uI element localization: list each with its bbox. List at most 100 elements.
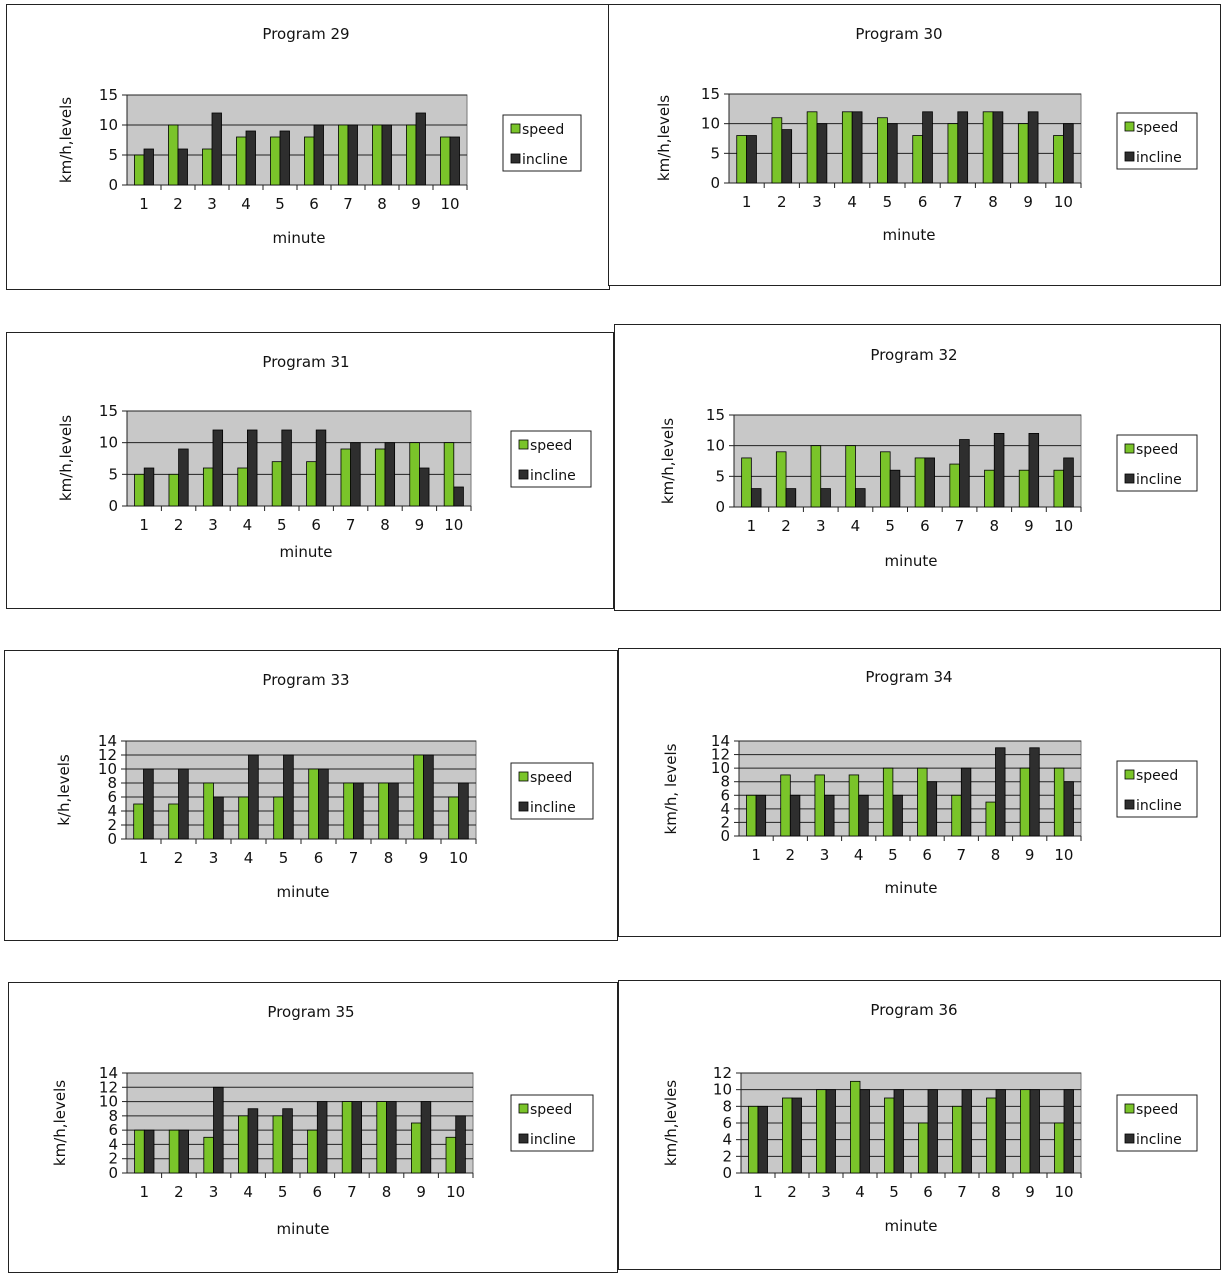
- legend-label-incline: incline: [1136, 1132, 1182, 1148]
- x-tick-label: 2: [777, 193, 787, 211]
- bar-incline: [212, 429, 224, 507]
- bar-incline: [247, 1108, 259, 1174]
- x-tick-label: 7: [343, 195, 353, 213]
- x-axis-label: minute: [885, 552, 938, 570]
- bar-speed: [947, 123, 959, 184]
- bar-speed: [134, 154, 145, 186]
- bar-speed: [985, 801, 996, 837]
- bar-incline: [388, 782, 399, 840]
- bar-speed: [736, 135, 748, 184]
- bar-speed: [378, 782, 389, 840]
- x-tick-label: 3: [812, 193, 822, 211]
- bar-incline: [415, 112, 426, 186]
- y-tick-label: 4: [107, 802, 117, 820]
- bar-speed: [168, 1129, 180, 1174]
- bar-speed: [848, 774, 860, 837]
- bar-speed: [1020, 1089, 1031, 1174]
- x-tick-label: 6: [923, 1183, 933, 1201]
- x-tick-label: 2: [781, 517, 791, 535]
- bar-speed: [1019, 767, 1031, 837]
- bar-incline: [993, 432, 1005, 508]
- y-tick-label: 6: [722, 1114, 732, 1132]
- bar-speed: [273, 796, 284, 840]
- chart-panel: 0 5 10 15 1 2 3 4 5 6 7 8 9 10 Program 30 minute km/h,le…: [608, 4, 1221, 286]
- bar-speed: [168, 124, 179, 186]
- x-tick-label: 9: [415, 516, 425, 534]
- x-tick-label: 3: [816, 517, 826, 535]
- bar-speed: [445, 1136, 457, 1174]
- bar-incline: [750, 488, 762, 508]
- bar-speed: [884, 1097, 895, 1174]
- bar-speed: [372, 124, 383, 186]
- x-tick-label: 5: [888, 846, 898, 864]
- x-tick-label: 9: [1023, 193, 1033, 211]
- bar-incline: [143, 148, 154, 186]
- bar-speed: [782, 1097, 793, 1174]
- bar-incline: [1028, 432, 1040, 508]
- chart-title: Program 31: [262, 353, 349, 371]
- bar-speed: [168, 803, 179, 840]
- bar-speed: [270, 136, 281, 186]
- y-tick-label: 6: [720, 786, 730, 804]
- legend-swatch-incline: [1124, 1133, 1135, 1144]
- legend-swatch-incline: [518, 801, 529, 812]
- x-tick-label: 5: [278, 1183, 288, 1201]
- bar-incline: [386, 1101, 397, 1174]
- x-tick-label: 1: [753, 1183, 763, 1201]
- bar-incline: [350, 442, 361, 507]
- legend-swatch-incline: [1124, 151, 1135, 162]
- y-tick-label: 12: [713, 1064, 732, 1082]
- legend-label-speed: speed: [1136, 120, 1178, 136]
- legend-label-incline: incline: [530, 800, 576, 816]
- bar-speed: [850, 1080, 861, 1174]
- chart-title: Program 35: [267, 1003, 354, 1021]
- bar-incline: [859, 1089, 870, 1174]
- bar-speed: [951, 794, 962, 837]
- bar-incline: [279, 130, 290, 186]
- legend-label-speed: speed: [1136, 442, 1178, 458]
- y-tick-label: 10: [99, 1093, 118, 1111]
- x-tick-label: 9: [416, 1183, 426, 1201]
- y-tick-label: 4: [108, 1135, 118, 1153]
- bar-incline: [825, 1089, 836, 1174]
- x-tick-label: 5: [279, 849, 289, 867]
- x-tick-label: 7: [955, 517, 965, 535]
- bar-incline: [211, 112, 222, 186]
- x-axis-label: minute: [273, 229, 326, 247]
- x-tick-label: 10: [1054, 846, 1073, 864]
- bar-speed: [746, 794, 757, 837]
- x-tick-label: 10: [1054, 1183, 1073, 1201]
- legend-label-incline: incline: [530, 468, 576, 484]
- legend-swatch-incline: [1124, 799, 1135, 810]
- bar-incline: [420, 1101, 432, 1174]
- legend-label-speed: speed: [1136, 1102, 1178, 1118]
- y-axis-label: km/h,levels: [655, 95, 673, 181]
- chart-title: Program 32: [870, 346, 957, 364]
- bar-speed: [1053, 135, 1064, 184]
- x-axis-label: minute: [277, 1220, 330, 1238]
- bar-incline: [143, 1129, 155, 1174]
- bar-speed: [306, 461, 317, 507]
- legend-label-incline: incline: [1136, 150, 1182, 166]
- legend-swatch-speed: [510, 123, 521, 134]
- bar-speed: [771, 117, 783, 184]
- bar-incline: [995, 747, 1006, 837]
- y-tick-label: 6: [108, 1121, 118, 1139]
- x-tick-label: 6: [309, 195, 319, 213]
- y-axis-label: km/h,levels: [57, 97, 75, 183]
- x-tick-label: 4: [243, 1183, 253, 1201]
- bar-incline: [789, 794, 801, 837]
- y-tick-label: 14: [98, 732, 117, 750]
- chart-title: Program 29: [262, 25, 349, 43]
- bar-speed: [880, 451, 891, 508]
- bar-speed: [741, 457, 752, 508]
- bar-incline: [757, 1105, 768, 1174]
- x-tick-label: 2: [174, 849, 184, 867]
- legend-label-speed: speed: [530, 1102, 572, 1118]
- bar-speed: [780, 774, 791, 837]
- legend-swatch-speed: [1124, 769, 1135, 780]
- x-axis-label: minute: [883, 226, 936, 244]
- chart-panel: 0 5 10 15 1 2 3 4 5 6 7 8 9 10 Program 31 minute km/h,le…: [6, 332, 614, 609]
- bar-speed: [374, 448, 386, 507]
